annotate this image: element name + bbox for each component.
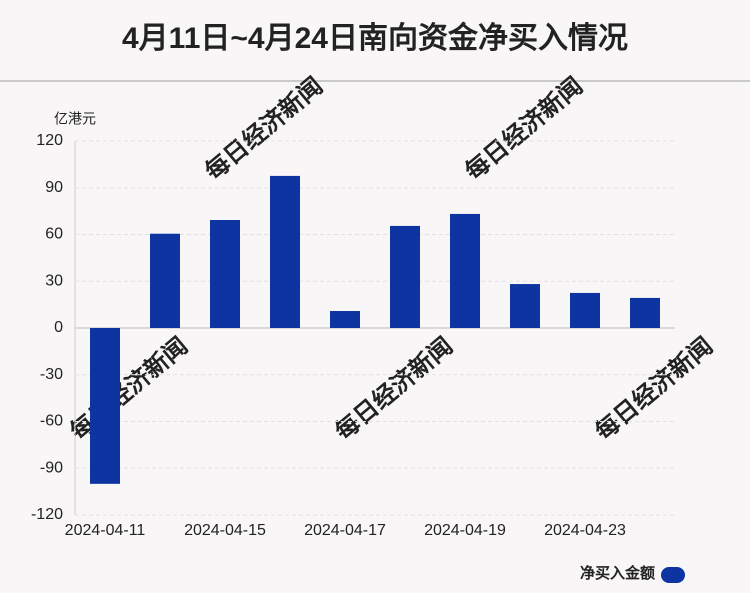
x-tick-label: 2024-04-11 <box>65 522 146 539</box>
bar <box>330 311 360 328</box>
bar <box>450 213 480 328</box>
y-tick-label: 30 <box>45 272 63 289</box>
bar <box>570 292 600 328</box>
y-tick-label: -30 <box>40 366 63 383</box>
x-tick-label: 2024-04-17 <box>304 522 386 539</box>
bar <box>630 297 660 328</box>
bar <box>510 284 540 328</box>
y-tick-label: 60 <box>45 226 63 243</box>
y-tick-label: 90 <box>45 179 63 196</box>
x-tick-label: 2024-04-15 <box>184 522 266 539</box>
chart-title: 4月11日~4月24日南向资金净买入情况 <box>122 21 628 55</box>
bar <box>270 175 300 328</box>
y-tick-label: -120 <box>31 506 63 523</box>
bar <box>390 225 420 328</box>
bar <box>90 328 120 484</box>
x-tick-label: 2024-04-19 <box>424 522 506 539</box>
legend-swatch <box>661 567 685 583</box>
y-tick-label: -60 <box>40 413 63 430</box>
y-tick-label: 0 <box>54 319 63 336</box>
x-tick-label: 2024-04-23 <box>544 522 626 539</box>
y-tick-label: 120 <box>36 132 63 149</box>
y-axis-label: 亿港元 <box>54 111 96 127</box>
legend-label: 净买入金额 <box>580 564 655 582</box>
bar <box>150 233 180 328</box>
y-tick-label: -90 <box>40 459 63 476</box>
bar <box>210 220 240 328</box>
